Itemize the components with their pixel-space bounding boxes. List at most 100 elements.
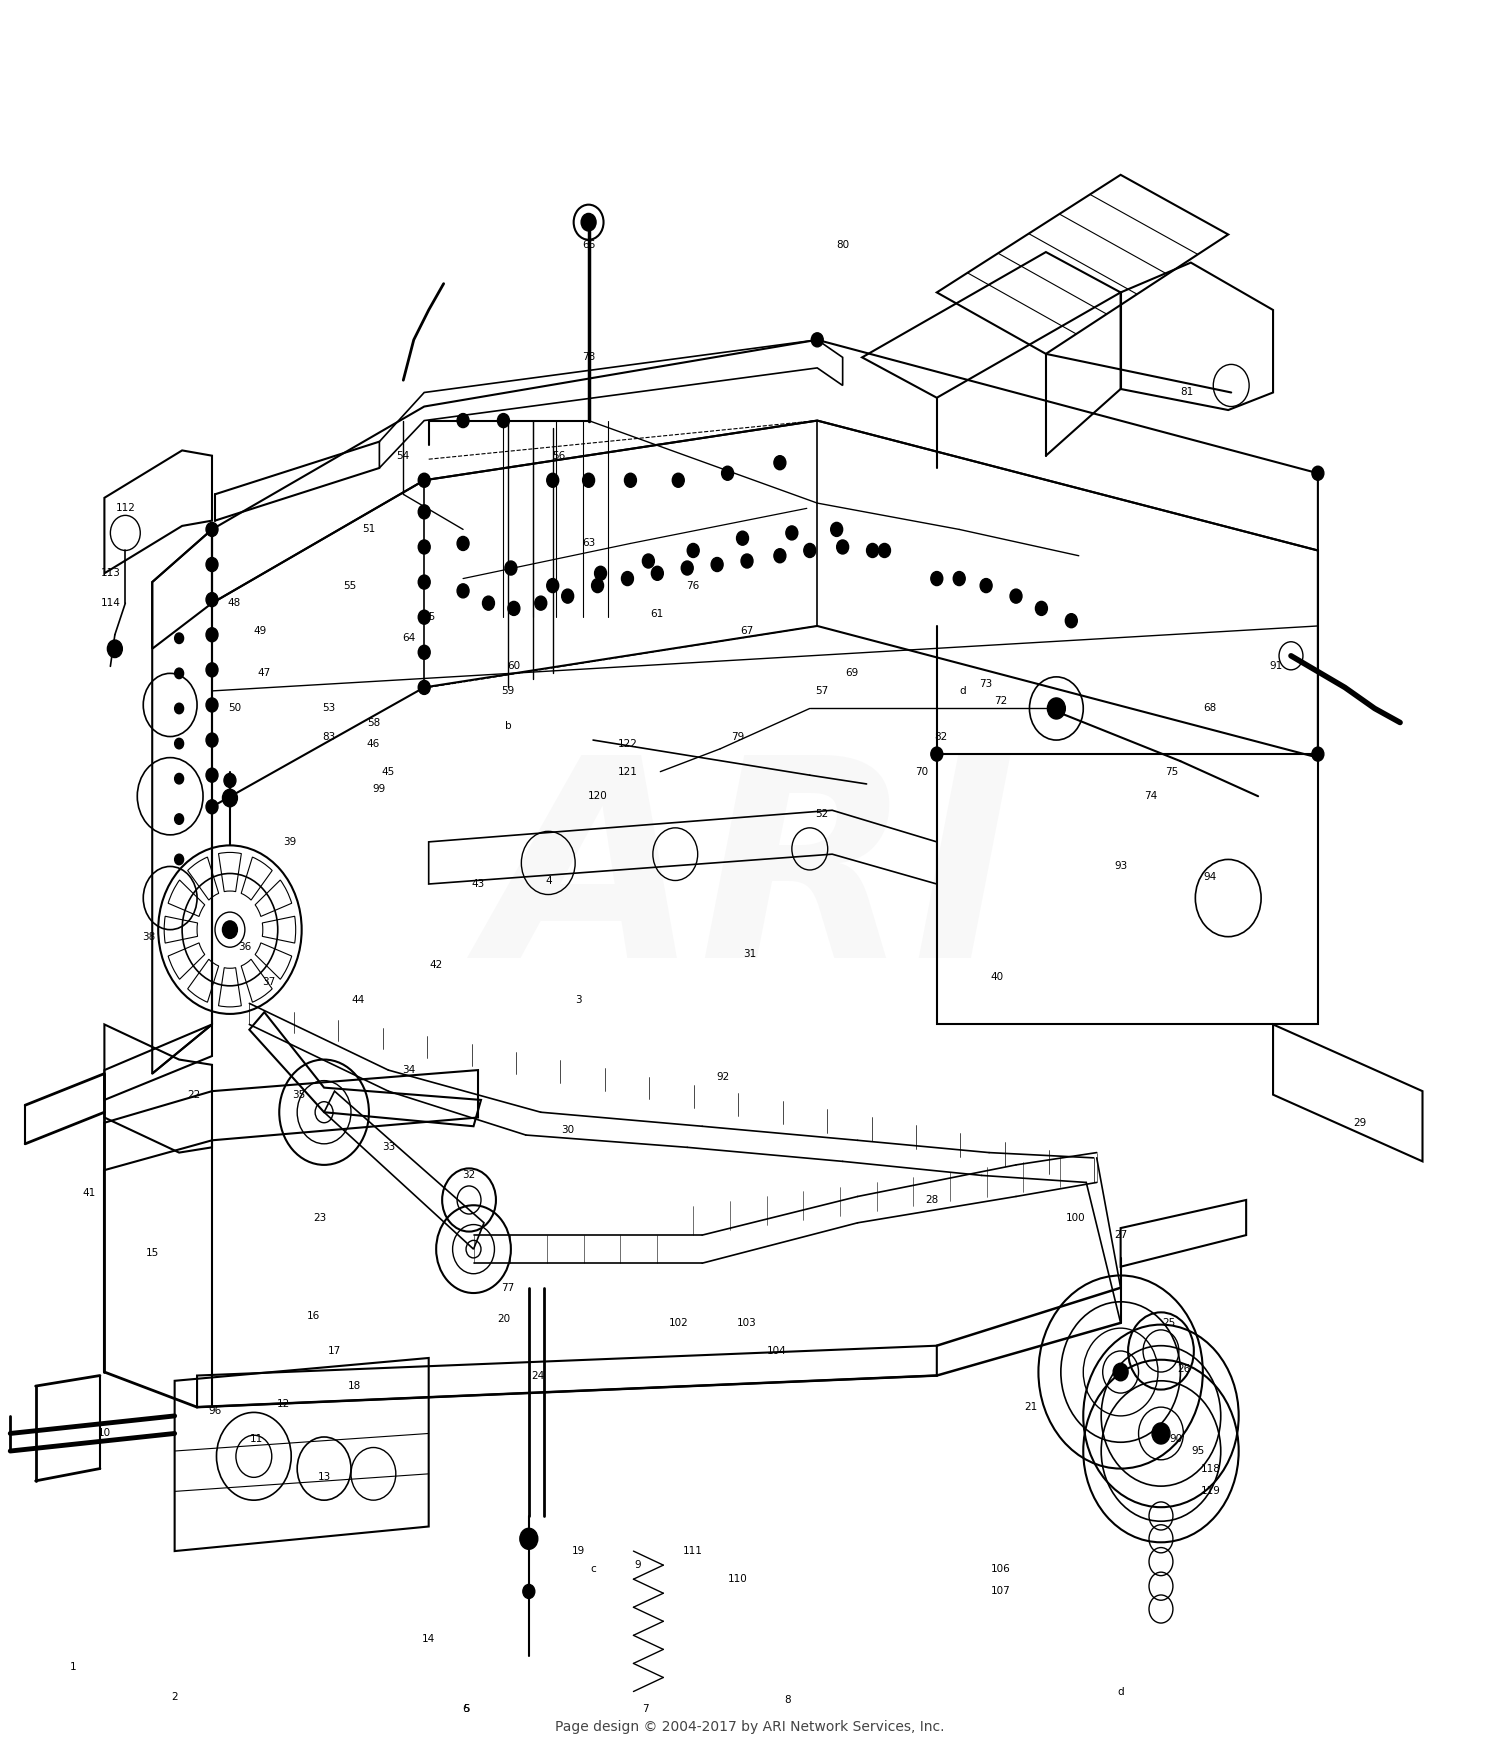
Circle shape	[722, 467, 734, 481]
Text: 50: 50	[228, 703, 242, 713]
Text: 118: 118	[1200, 1463, 1219, 1474]
Text: 102: 102	[669, 1317, 688, 1328]
Circle shape	[174, 814, 183, 824]
Circle shape	[206, 697, 218, 711]
Text: 43: 43	[471, 879, 484, 889]
Text: 92: 92	[717, 1072, 729, 1081]
Text: 23: 23	[314, 1213, 326, 1222]
Text: 12: 12	[278, 1398, 291, 1409]
Circle shape	[206, 662, 218, 676]
Text: 82: 82	[934, 731, 948, 741]
Circle shape	[206, 627, 218, 641]
Circle shape	[206, 733, 218, 747]
Text: Page design © 2004-2017 by ARI Network Services, Inc.: Page design © 2004-2017 by ARI Network S…	[555, 1720, 945, 1733]
Circle shape	[483, 597, 495, 609]
Text: 80: 80	[836, 239, 849, 250]
Circle shape	[1113, 1363, 1128, 1381]
Text: 7: 7	[642, 1705, 648, 1713]
Circle shape	[831, 523, 843, 537]
Text: 32: 32	[462, 1171, 476, 1180]
Text: 26: 26	[1178, 1363, 1190, 1374]
Text: 69: 69	[844, 669, 858, 678]
Text: 93: 93	[1114, 861, 1126, 872]
Circle shape	[419, 645, 430, 659]
Circle shape	[621, 572, 633, 586]
Text: 48: 48	[228, 599, 242, 608]
Circle shape	[206, 593, 218, 606]
Text: 119: 119	[1200, 1486, 1219, 1497]
Text: 120: 120	[588, 791, 608, 801]
Text: 27: 27	[1114, 1231, 1126, 1240]
Circle shape	[672, 474, 684, 488]
Text: 1: 1	[69, 1662, 76, 1671]
Circle shape	[952, 572, 964, 586]
Text: 112: 112	[116, 504, 135, 514]
Text: 3: 3	[574, 995, 582, 1006]
Circle shape	[681, 562, 693, 576]
Text: 11: 11	[251, 1433, 264, 1444]
Text: 106: 106	[992, 1564, 1011, 1574]
Circle shape	[1312, 467, 1324, 481]
Circle shape	[509, 602, 520, 615]
Circle shape	[594, 567, 606, 581]
Circle shape	[206, 558, 218, 572]
Text: 9: 9	[634, 1560, 640, 1571]
Text: 81: 81	[1180, 387, 1192, 398]
Text: 100: 100	[1066, 1213, 1086, 1222]
Text: 5: 5	[462, 1705, 470, 1713]
Text: 62: 62	[621, 574, 634, 583]
Circle shape	[804, 544, 816, 558]
Circle shape	[174, 703, 183, 713]
Text: 65: 65	[422, 613, 435, 622]
Circle shape	[582, 474, 594, 488]
Text: 94: 94	[1203, 872, 1216, 882]
Text: 114: 114	[100, 599, 120, 608]
Circle shape	[506, 562, 518, 576]
Text: 83: 83	[322, 731, 334, 741]
Text: 46: 46	[368, 738, 380, 748]
Text: 25: 25	[1162, 1317, 1174, 1328]
Circle shape	[520, 1529, 538, 1550]
Text: 18: 18	[348, 1381, 360, 1391]
Text: 41: 41	[82, 1189, 96, 1197]
Text: 59: 59	[501, 687, 515, 696]
Text: 38: 38	[142, 932, 156, 942]
Circle shape	[980, 579, 992, 593]
Circle shape	[419, 474, 430, 488]
Text: 10: 10	[98, 1428, 111, 1439]
Text: 75: 75	[1166, 766, 1178, 777]
Circle shape	[1047, 697, 1065, 718]
Circle shape	[812, 333, 824, 347]
Circle shape	[224, 773, 236, 787]
Circle shape	[736, 532, 748, 546]
Text: 49: 49	[254, 627, 267, 636]
Text: 79: 79	[732, 731, 744, 741]
Circle shape	[932, 747, 944, 761]
Text: 58: 58	[368, 717, 380, 727]
Text: 103: 103	[736, 1317, 758, 1328]
Text: 61: 61	[651, 609, 664, 618]
Text: 42: 42	[429, 960, 442, 970]
Circle shape	[174, 632, 183, 643]
Circle shape	[1010, 590, 1022, 602]
Circle shape	[687, 544, 699, 558]
Circle shape	[1312, 747, 1324, 761]
Circle shape	[879, 544, 891, 558]
Text: 64: 64	[402, 634, 416, 643]
Circle shape	[837, 541, 849, 555]
Text: 4: 4	[544, 875, 552, 886]
Text: 91: 91	[1269, 662, 1282, 671]
Text: 36: 36	[238, 942, 252, 953]
Text: 28: 28	[926, 1196, 939, 1205]
Text: c: c	[590, 1564, 596, 1574]
Circle shape	[786, 527, 798, 541]
Text: 44: 44	[352, 995, 364, 1006]
Text: 73: 73	[980, 680, 993, 689]
Circle shape	[524, 1585, 536, 1599]
Text: 90: 90	[1170, 1433, 1182, 1444]
Text: 34: 34	[402, 1065, 416, 1074]
Circle shape	[419, 576, 430, 590]
Circle shape	[774, 456, 786, 470]
Circle shape	[711, 558, 723, 572]
Circle shape	[419, 609, 430, 623]
